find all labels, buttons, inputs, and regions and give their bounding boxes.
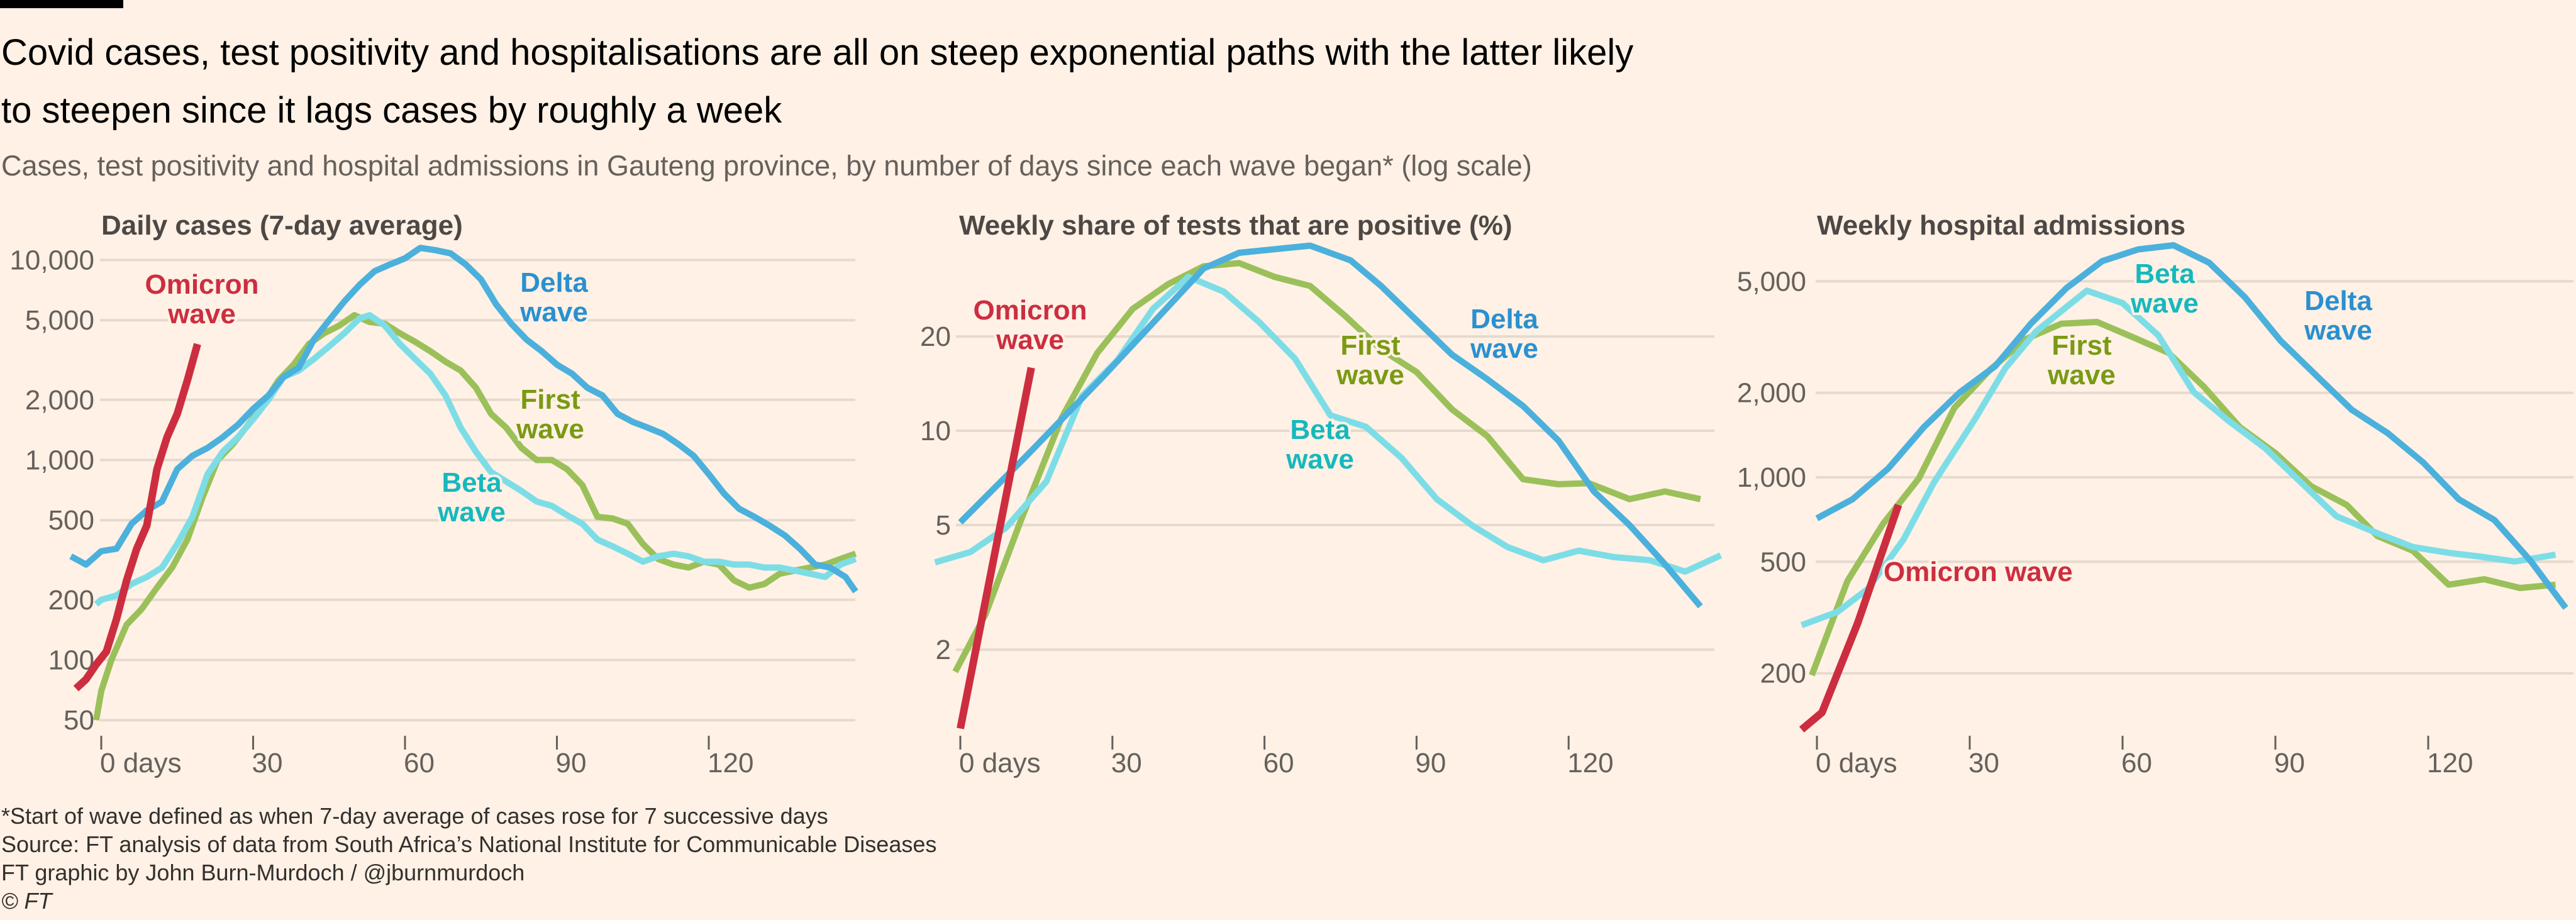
delta-wave-line: [69, 245, 858, 594]
omicron-wave-label: Omicron wave: [145, 269, 259, 330]
y-tick-label: 200: [1760, 658, 1806, 689]
panel-title: Weekly share of tests that are positive …: [959, 210, 1512, 241]
x-tick-label: 90: [556, 748, 587, 779]
x-tick-label: 30: [252, 748, 283, 779]
x-tick-label: 90: [1415, 748, 1446, 779]
delta-wave-line: [958, 242, 1703, 609]
label-line: First: [1340, 330, 1401, 361]
first-wave-line: [92, 312, 857, 721]
y-tick-label: 1,000: [1737, 462, 1806, 493]
y-tick-label: 10,000: [9, 245, 94, 276]
first-wave-line: [1809, 319, 2556, 677]
label-line: wave: [1470, 333, 1538, 364]
omicron-wave-label: Omicron wave: [1884, 557, 2073, 587]
omicron-wave-line: [73, 343, 201, 692]
label-line: wave: [437, 497, 506, 528]
credit-note: FT graphic by John Burn-Murdoch / @jburn…: [1, 860, 525, 885]
label-line: wave: [167, 299, 236, 330]
y-tick-label: 20: [920, 321, 951, 352]
beta-wave-line: [94, 312, 857, 607]
y-tick-label: 100: [48, 645, 94, 676]
y-tick-label: 5,000: [25, 305, 94, 336]
footer: *Start of wave defined as when 7-day ave…: [1, 802, 936, 915]
panel-title: Daily cases (7-day average): [101, 210, 463, 241]
chart-title: Covid cases, test positivity and hospita…: [1, 32, 1634, 131]
x-tick-label: 120: [1567, 748, 1613, 779]
beta-wave-line: [934, 274, 1723, 575]
panel-1: Daily cases (7-day average)10,000 5,000 2,…: [9, 210, 858, 779]
omicron-wave-line: [1799, 503, 1902, 733]
label-line: wave: [2047, 360, 2116, 391]
y-tick-label: 2: [936, 635, 951, 665]
label-line: wave: [516, 414, 584, 445]
first-wave-label: First wave: [1336, 330, 1404, 391]
x-tick-label: 0 days: [100, 748, 182, 779]
omicron-wave-line: [957, 367, 1035, 729]
y-tick-label: 5,000: [1737, 266, 1806, 297]
y-tick-label: 2,000: [1737, 378, 1806, 409]
label-line: Beta: [441, 467, 502, 498]
label-line: Delta: [1470, 304, 1538, 335]
label-line: wave: [996, 324, 1064, 355]
label-line: Delta: [520, 267, 588, 298]
label-line: wave: [2304, 315, 2372, 346]
label-line: wave: [2130, 288, 2199, 319]
first-wave-label: First wave: [2047, 330, 2116, 391]
label-line: First: [2051, 330, 2112, 361]
y-tick-label: 10: [920, 416, 951, 446]
chart-subtitle: Cases, test positivity and hospital admi…: [1, 150, 1532, 182]
delta-wave-label: Delta wave: [519, 267, 588, 328]
panel-title: Weekly hospital admissions: [1817, 210, 2185, 241]
x-tick-label: 0 days: [1816, 748, 1897, 779]
x-tick-label: 120: [708, 748, 753, 779]
x-tick-label: 60: [2121, 748, 2152, 779]
y-tick-label: 200: [48, 585, 94, 616]
label-line: wave: [519, 297, 588, 328]
delta-wave-label: Delta wave: [2304, 285, 2372, 346]
y-tick-label: 1,000: [25, 445, 94, 476]
label-line: First: [520, 384, 580, 415]
panel-2: Weekly share of tests that are positive …: [920, 210, 1723, 779]
delta-wave-line: [1815, 242, 2568, 610]
beta-wave-label: Beta wave: [437, 467, 506, 528]
x-tick-label: 30: [1111, 748, 1142, 779]
label-line: Omicron: [145, 269, 259, 300]
y-tick-label: 50: [64, 705, 94, 736]
x-tick-label: 120: [2427, 748, 2473, 779]
label-line: Delta: [2304, 285, 2372, 316]
footnote: *Start of wave defined as when 7-day ave…: [1, 803, 828, 829]
first-wave-label: First wave: [516, 384, 584, 445]
label-line: wave: [1336, 360, 1404, 391]
source-note: Source: FT analysis of data from South A…: [1, 831, 937, 857]
delta-wave-label: Delta wave: [1470, 304, 1538, 364]
label-line: wave: [1285, 444, 1354, 475]
beta-wave-label: Beta wave: [1285, 414, 1354, 475]
x-tick-label: 90: [2274, 748, 2305, 779]
x-tick-label: 60: [1263, 748, 1294, 779]
label-line: Omicron: [974, 295, 1087, 326]
x-tick-label: 60: [404, 748, 435, 779]
y-tick-label: 500: [48, 505, 94, 536]
omicron-wave-label: Omicron wave: [974, 295, 1087, 355]
panel-3: Weekly hospital admissions 5,000 2,000 1,00…: [1737, 210, 2573, 779]
first-wave-line: [952, 260, 1701, 673]
label-line: Omicron wave: [1884, 557, 2073, 587]
ft-brand-bar: [0, 0, 123, 8]
y-tick-label: 5: [936, 510, 951, 541]
label-line: Beta: [1290, 414, 1350, 445]
x-tick-label: 30: [1968, 748, 1999, 779]
beta-wave-line: [1800, 287, 2557, 628]
label-line: Beta: [2135, 258, 2195, 289]
copyright: © FT: [1, 888, 52, 914]
y-tick-label: 2,000: [25, 385, 94, 416]
y-tick-label: 500: [1760, 546, 1806, 577]
beta-wave-label: Beta wave: [2130, 258, 2199, 319]
x-tick-label: 0 days: [959, 748, 1041, 779]
